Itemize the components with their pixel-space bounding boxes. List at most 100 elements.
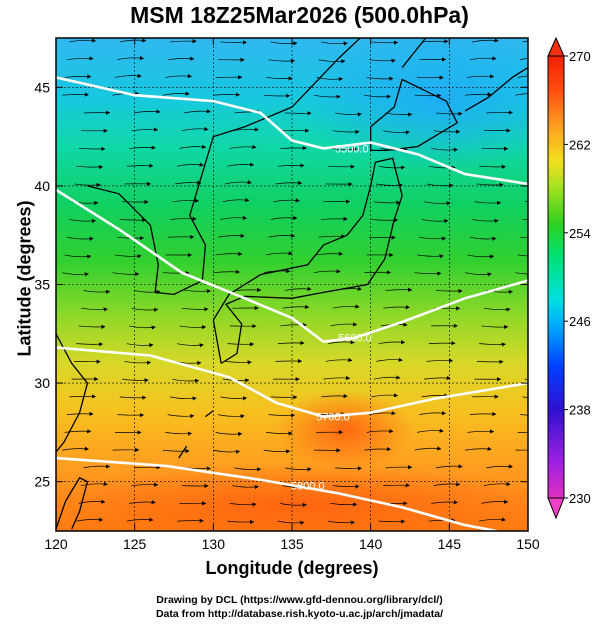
wind-arrow	[467, 254, 495, 259]
wind-arrow	[184, 109, 211, 114]
x-axis-label: Longitude (degrees)	[205, 558, 379, 578]
wind-arrow	[227, 519, 255, 525]
wind-arrow	[167, 414, 195, 419]
wind-arrow	[64, 429, 92, 434]
credit-drawing: Drawing by DCL (https://www.gfd-dennou.o…	[156, 594, 443, 606]
colorbar-min-triangle	[547, 497, 565, 520]
wind-arrow	[133, 465, 161, 470]
wind-arrow	[268, 233, 296, 238]
wind-arrow	[515, 93, 528, 96]
wind-arrow	[179, 144, 207, 149]
wind-arrow	[479, 342, 506, 347]
wind-arrow	[229, 144, 257, 150]
wind-arrow	[76, 517, 104, 522]
wind-arrow	[78, 324, 106, 329]
wind-arrow	[486, 464, 514, 469]
coastline	[212, 157, 403, 364]
wind-arrow	[378, 340, 406, 345]
wind-arrow	[126, 163, 154, 168]
wind-arrow	[76, 164, 104, 170]
wind-arrow	[217, 233, 245, 238]
wind-arrow	[522, 396, 528, 398]
wind-arrow	[520, 58, 528, 61]
wind-arrow	[316, 251, 344, 256]
wind-arrow	[369, 411, 396, 416]
wind-arrow	[421, 218, 449, 224]
wind-arrow	[117, 55, 145, 61]
x-tick-label: 150	[516, 536, 540, 552]
wind-arrow	[483, 307, 511, 312]
wind-arrow	[330, 147, 358, 152]
wind-arrow	[169, 396, 197, 401]
contour-label: 5500.0	[335, 143, 369, 155]
wind-arrow	[414, 93, 442, 98]
wind-arrow	[371, 218, 399, 223]
wind-arrow	[335, 112, 362, 117]
y-axis-label: Latitude (degrees)	[14, 200, 35, 357]
wind-arrow	[122, 378, 149, 383]
wind-arrow	[227, 342, 255, 347]
wind-arrow	[69, 394, 97, 399]
wind-arrow	[435, 111, 463, 116]
contour-line	[56, 456, 497, 531]
wind-arrow	[520, 236, 528, 239]
wind-arrow	[366, 428, 394, 434]
wind-arrow	[220, 215, 248, 220]
wind-arrow	[469, 236, 497, 241]
wind-arrow	[332, 304, 360, 309]
wind-arrow	[419, 410, 447, 416]
wind-arrow	[83, 464, 111, 469]
contour-label: 5600.0	[338, 333, 372, 345]
wind-arrow	[174, 180, 202, 185]
wind-arrow	[421, 39, 449, 44]
colorbar-tick-label: 270	[569, 49, 591, 64]
wind-arrow	[318, 59, 346, 64]
coastline	[401, 38, 427, 68]
wind-arrow	[225, 180, 252, 185]
wind-arrow	[234, 287, 262, 292]
wind-arrow	[119, 395, 147, 400]
wind-arrow	[213, 92, 241, 97]
wind-arrow	[323, 375, 351, 381]
wind-arrow	[431, 147, 458, 152]
wind-arrow	[270, 215, 298, 220]
credit-data: Data from http://database.rish.kyoto-u.a…	[155, 608, 444, 620]
wind-arrow	[167, 56, 195, 61]
wind-arrow	[263, 93, 291, 99]
x-tick-label: 130	[202, 536, 226, 552]
wind-arrow	[465, 92, 492, 97]
wind-arrow	[179, 325, 207, 330]
wind-arrow	[284, 467, 312, 472]
wind-arrow	[81, 481, 108, 487]
wind-arrow	[465, 446, 492, 451]
wind-arrow	[119, 217, 147, 223]
wind-arrow	[284, 286, 312, 291]
wind-arrow	[426, 358, 454, 363]
wind-arrow	[217, 414, 245, 419]
wind-arrow	[428, 341, 456, 346]
wind-arrow	[215, 432, 243, 437]
wind-arrow	[62, 446, 89, 451]
wind-arrow	[177, 162, 204, 167]
x-tick-label: 135	[280, 536, 304, 552]
wind-arrow	[330, 502, 358, 507]
wind-arrow	[433, 129, 461, 134]
wind-arrow	[282, 304, 310, 309]
coastline	[87, 38, 362, 296]
x-tick-label: 125	[123, 536, 147, 552]
wind-arrow	[162, 91, 190, 96]
wind-arrow	[522, 40, 528, 43]
wind-arrow	[265, 76, 293, 81]
wind-arrow	[129, 500, 156, 505]
coastline	[56, 476, 89, 530]
wind-arrow	[332, 129, 360, 134]
wind-arrow	[62, 92, 89, 97]
wind-arrow	[181, 307, 209, 312]
colorbar-max-triangle	[547, 36, 565, 57]
wind-arrow	[414, 446, 442, 451]
wind-arrow	[172, 198, 200, 203]
colorbar-tick-label: 246	[569, 314, 591, 329]
colorbar-tick-label: 238	[569, 403, 591, 418]
wind-arrow	[165, 73, 193, 79]
